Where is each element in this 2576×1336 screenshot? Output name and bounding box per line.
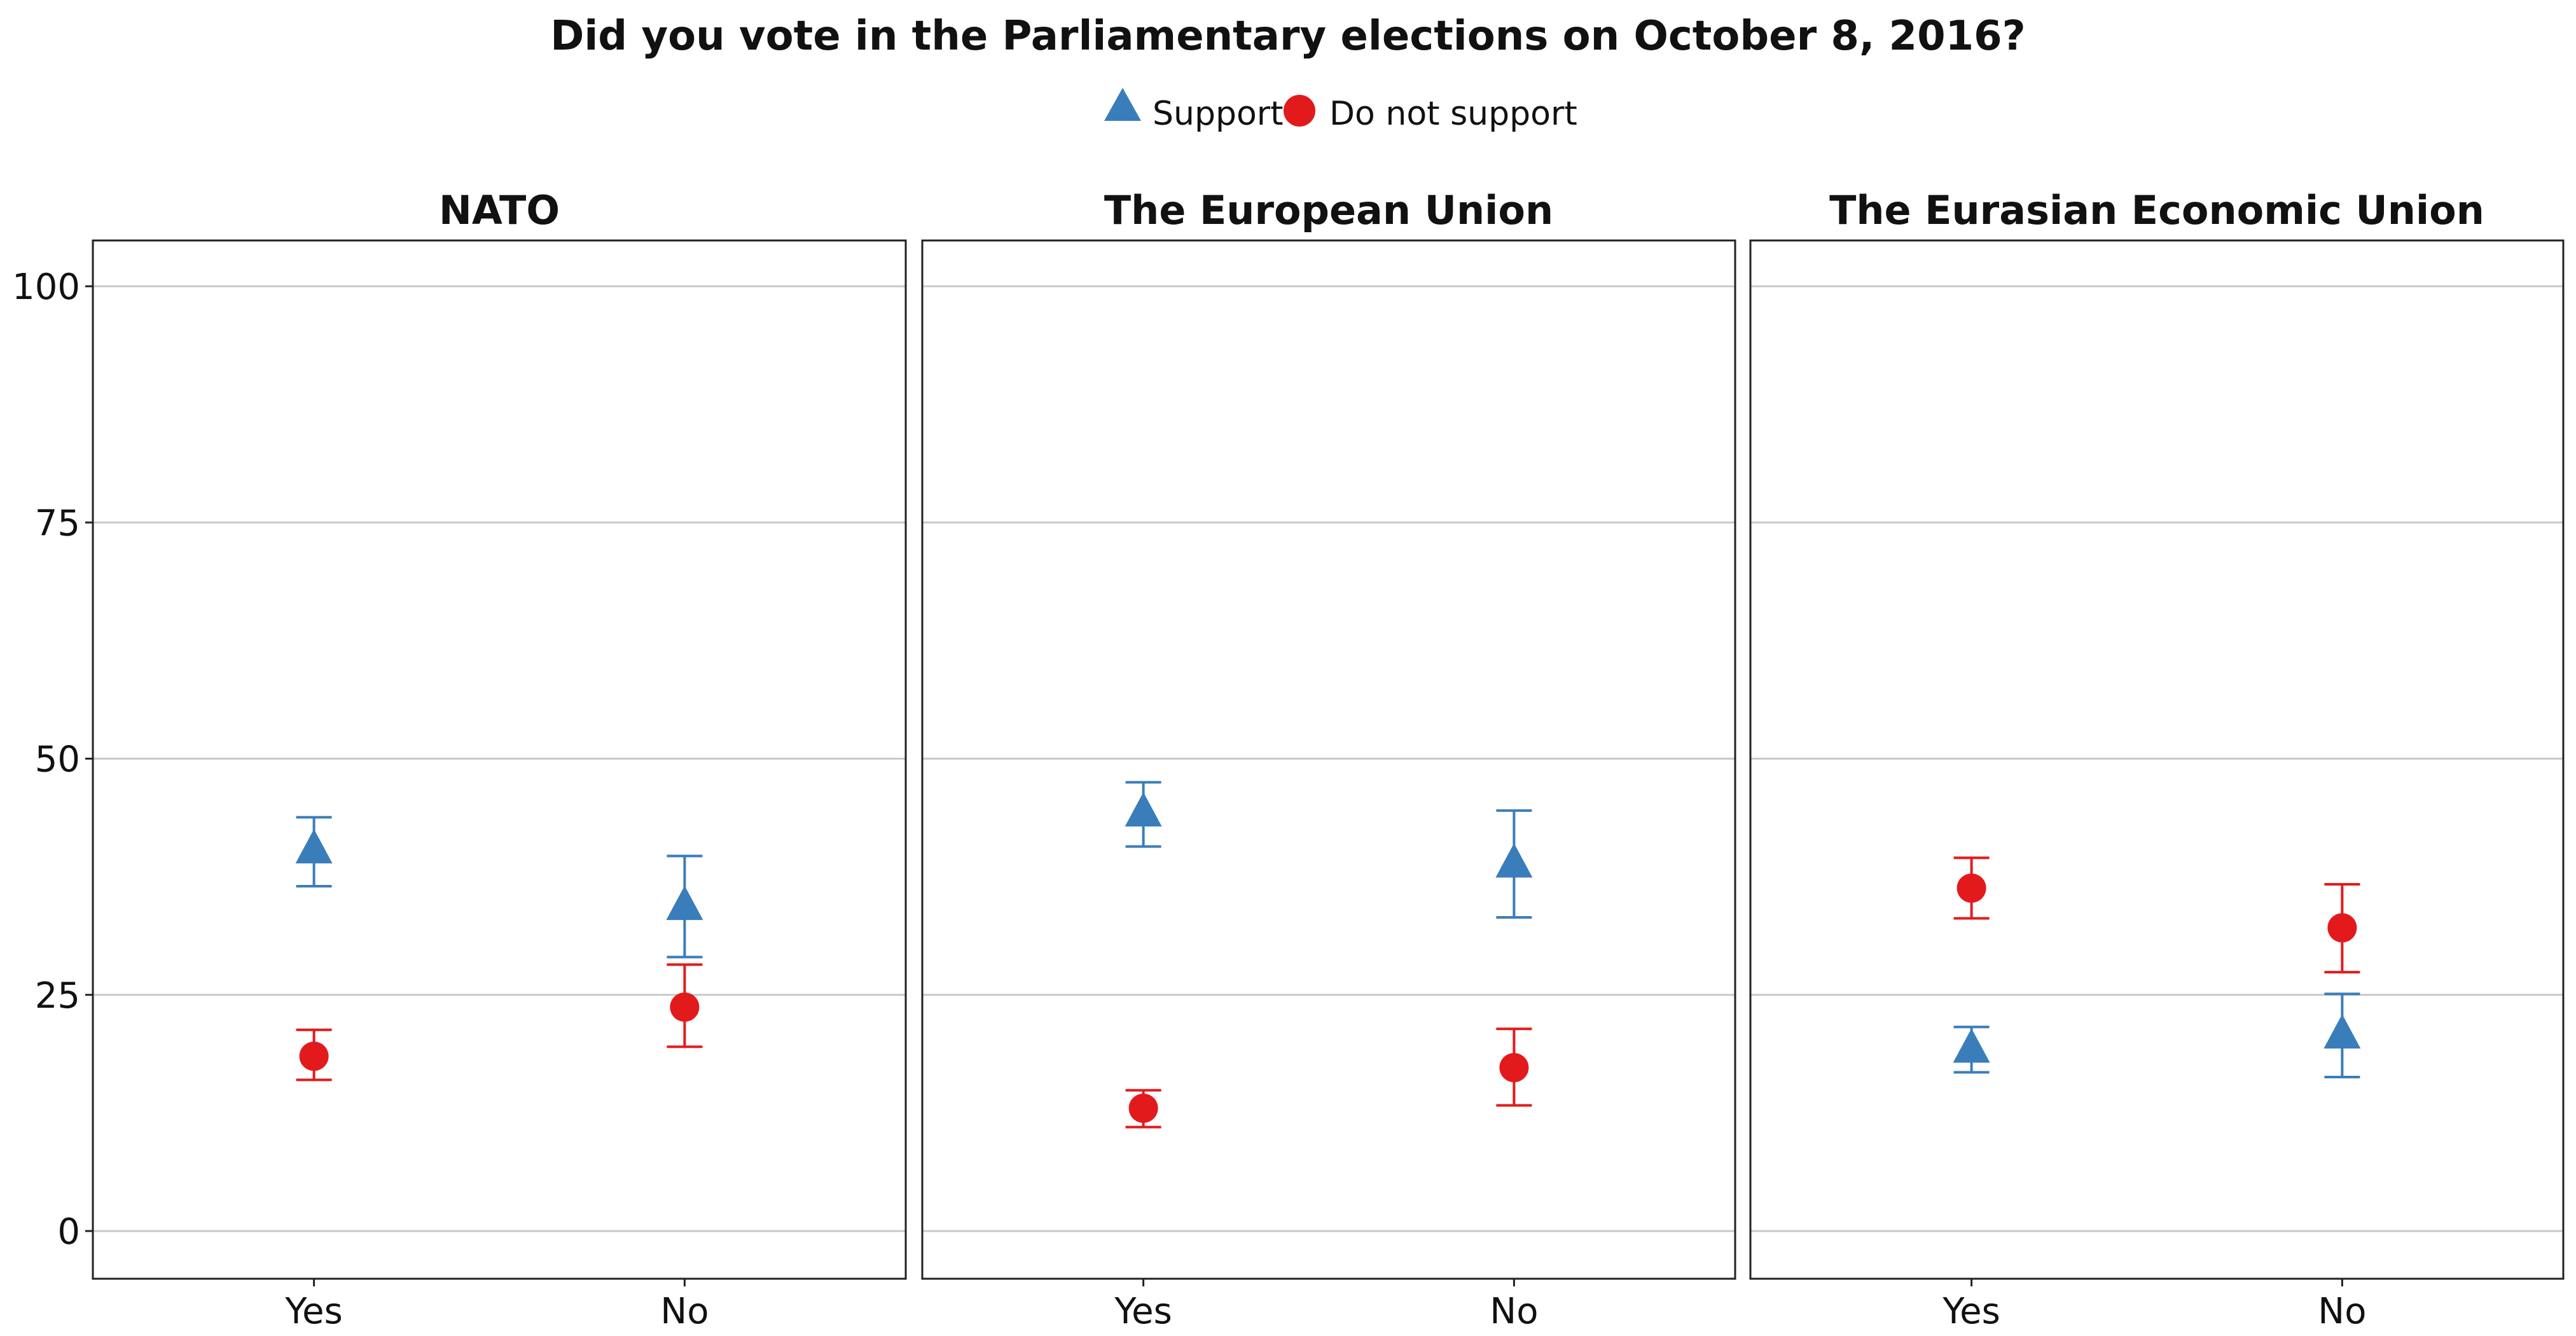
support-point	[666, 886, 703, 921]
y-tick-label: 25	[35, 975, 80, 1017]
x-tick-label: No	[660, 1291, 709, 1332]
do-not-support-point	[299, 1041, 329, 1071]
facet-panel: The European Union Yes No	[921, 187, 1736, 1332]
chart-title: Did you vote in the Parliamentary electi…	[550, 13, 2026, 60]
support-point	[1495, 843, 1533, 878]
legend-item-do-not-support: Do not support	[1284, 95, 1577, 133]
do-not-support-point	[1499, 1053, 1529, 1083]
y-tick-label: 75	[35, 503, 80, 544]
panel-title: NATO	[439, 187, 560, 233]
x-tick-label: Yes	[1114, 1291, 1172, 1332]
y-axis: 0 25 50 75 100	[12, 267, 93, 1253]
support-point	[2323, 1014, 2361, 1049]
support-point	[1125, 792, 1162, 827]
do-not-support-point	[670, 992, 700, 1022]
support-point	[295, 829, 333, 864]
panel-title: The European Union	[1104, 187, 1553, 233]
legend-item-support: Support	[1104, 88, 1284, 133]
do-not-support-point	[1956, 873, 1986, 903]
x-tick-label: Yes	[284, 1291, 342, 1332]
legend-label-do-not-support: Do not support	[1329, 95, 1577, 133]
panel-title: The Eurasian Economic Union	[1829, 187, 2484, 233]
x-tick-label: No	[2318, 1291, 2366, 1332]
support-point	[1953, 1028, 1990, 1063]
y-tick-label: 0	[57, 1211, 80, 1253]
do-not-support-point	[1128, 1093, 1158, 1123]
panel-border	[92, 239, 907, 1280]
y-tick-label: 50	[35, 739, 80, 781]
legend-circle-marker	[1284, 95, 1315, 127]
x-tick-label: No	[1490, 1291, 1538, 1332]
facet-panel: The Eurasian Economic Union Yes No	[1749, 187, 2565, 1332]
x-tick-label: Yes	[1942, 1291, 2000, 1332]
y-tick-label: 100	[12, 267, 80, 308]
do-not-support-point	[2327, 913, 2357, 943]
panel-border	[921, 239, 1736, 1280]
facet-panel: NATO Yes No	[92, 187, 907, 1332]
panel-border	[1749, 239, 2565, 1280]
legend: Support Do not support	[1104, 88, 1577, 133]
legend-triangle-marker	[1104, 88, 1141, 121]
legend-label-support: Support	[1153, 95, 1284, 133]
